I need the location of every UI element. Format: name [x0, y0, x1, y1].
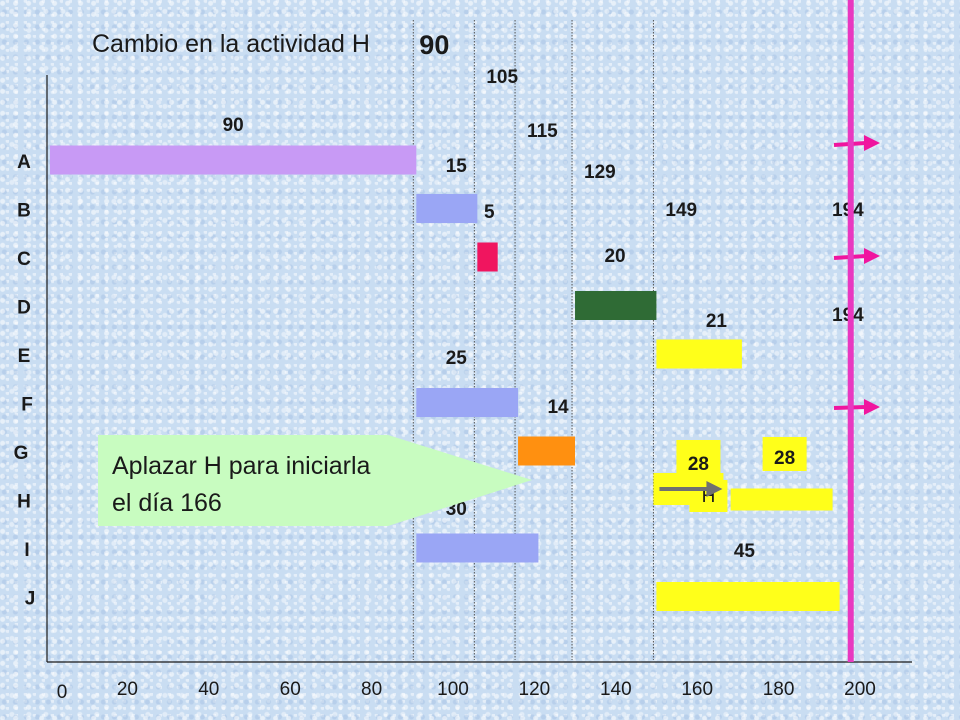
critical-arrow-icon: [833, 248, 880, 264]
task-bar-i: [416, 533, 539, 563]
critical-arrow-icon: [833, 135, 880, 151]
callout-text-line1: Aplazar H para iniciarla: [112, 452, 371, 480]
milestone-label: 105: [486, 67, 518, 88]
milestone-lines: [412, 20, 654, 660]
x-tick-label: 0: [57, 682, 68, 703]
task-bar-e: [656, 339, 742, 369]
category-label-b: B: [17, 201, 31, 222]
callout-text-line2: el día 166: [112, 489, 222, 517]
x-tick-label: 160: [681, 679, 713, 700]
x-tick-labels: 0 20 40 60 80 100 120 140 160 180 200: [57, 679, 876, 703]
shift-arrow-head-icon: [706, 481, 723, 497]
x-tick-label: 40: [198, 679, 219, 700]
category-label-f: F: [21, 395, 33, 416]
chart-title: Cambio en la actividad H: [92, 30, 370, 58]
task-bar-a: [50, 145, 417, 175]
category-label-g: G: [14, 443, 29, 464]
task-label-d: 20: [604, 246, 625, 267]
x-tick-label: 80: [361, 679, 382, 700]
x-tick-label: 20: [117, 679, 138, 700]
category-label-a: A: [17, 152, 31, 173]
x-tick-label: 100: [437, 679, 469, 700]
x-tick-label: 120: [519, 679, 551, 700]
x-tick-label: 140: [600, 679, 632, 700]
x-tick-label: 200: [844, 679, 876, 700]
callout-box: [98, 435, 532, 526]
category-label-h: H: [17, 492, 31, 513]
category-label-j: J: [25, 589, 36, 610]
task-bar-f: [416, 388, 519, 417]
task-label-j: 45: [734, 541, 756, 562]
original-h-label-box: [676, 440, 721, 480]
task-label-g: 14: [547, 397, 569, 418]
task-bars: [50, 145, 840, 611]
category-label-i: I: [24, 540, 29, 561]
milestone-label: 129: [584, 162, 616, 183]
x-tick-label: 180: [763, 679, 795, 700]
task-bar-g: [518, 436, 576, 466]
category-label-d: D: [17, 298, 31, 319]
milestone-label: 90: [419, 30, 449, 60]
task-bar-h: [730, 488, 833, 511]
task-label-f: 25: [446, 348, 468, 369]
task-label-b: 15: [446, 156, 468, 177]
x-tick-label: 60: [280, 679, 301, 700]
task-bar-j: [656, 582, 840, 611]
task-label-e: 21: [706, 311, 728, 332]
milestone-label: 115: [527, 121, 558, 142]
category-label-e: E: [18, 346, 31, 367]
moved-h-duration-label: 28: [774, 448, 795, 469]
milestone-label: 149: [665, 200, 697, 221]
task-label-c: 5: [484, 202, 495, 223]
original-h: 28 H: [653, 440, 728, 512]
moved-h-label-box: [762, 437, 807, 471]
category-labels: A B C D E F G H I J: [14, 152, 36, 610]
task-bar-b: [416, 194, 478, 223]
original-h-duration-label: 28: [688, 454, 709, 475]
task-bar-d: [575, 291, 657, 320]
critical-arrow-icon: [833, 399, 880, 415]
milestone-labels: 90 105 115 129 149: [419, 30, 697, 221]
task-label-a: 90: [223, 115, 244, 136]
task-bar-c: [477, 242, 498, 272]
category-label-c: C: [17, 249, 31, 270]
